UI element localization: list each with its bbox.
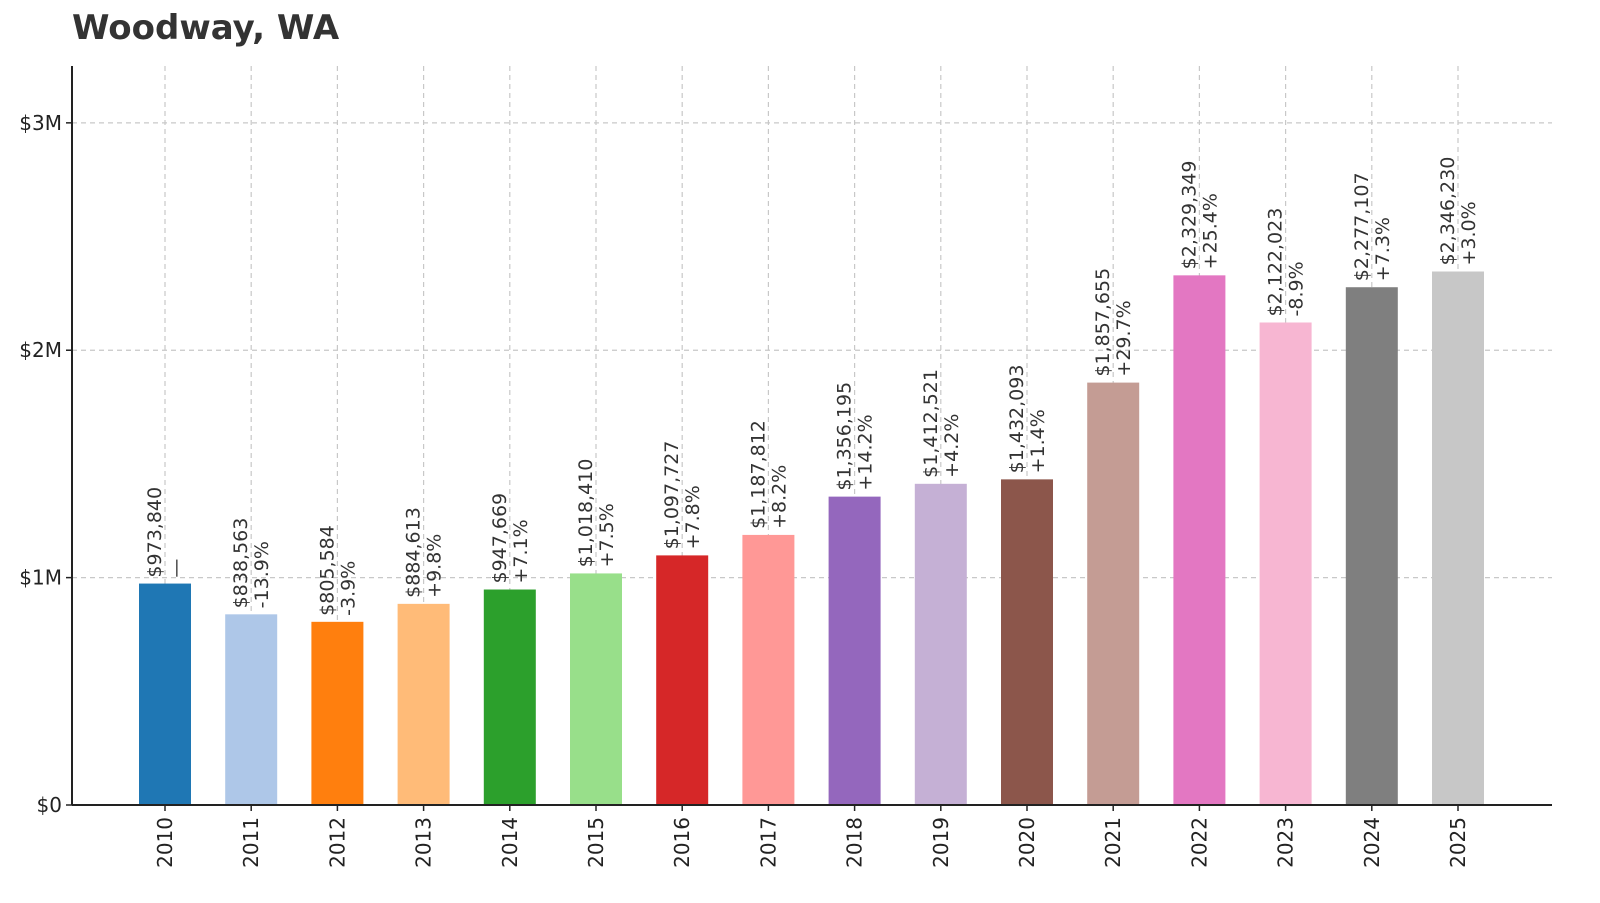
y-tick-label: $1M [19,566,62,590]
x-tick-label: 2025 [1446,817,1470,868]
bar-change-label: +4.2% [941,414,963,478]
x-tick-label: 2012 [325,817,349,868]
bar-labels: $973,840— $838,563 -13.9% $805,584 -3.9% $884… [144,157,1480,616]
bar-2015 [570,573,622,805]
bar-2023 [1259,322,1312,805]
bar-change-label: +7.5% [596,503,618,567]
bar-value-label: $884,613 [403,507,425,598]
bar-value-label: $805,584 [316,525,338,616]
bar-value-label: $1,097,727 [661,441,683,550]
bar-2010 [139,583,191,805]
axes: $0 $1M $2M $3M 2010 2011 2012 2013 2014 2015 2016 2… [19,66,1552,868]
bar-value-label: $1,356,195 [834,382,856,491]
bar-change-label: -13.9% [251,541,273,608]
x-tick-label: 2024 [1360,817,1384,868]
bar-value-label: $1,412,521 [920,369,942,478]
y-tick-label: $2M [19,338,62,362]
y-tick-label: $3M [19,111,62,135]
bar-value-label: $1,018,410 [575,459,597,568]
x-tick-label: 2023 [1274,817,1298,868]
x-tick-label: 2018 [843,817,867,868]
bar-change-label: +14.2% [855,414,877,490]
bar-value-label: $973,840 [144,487,166,578]
bar-2021 [1087,382,1140,805]
bar-change-label: +9.8% [424,534,446,598]
bar-change-label: +7.1% [510,519,532,583]
bar-2016 [656,555,709,805]
bar-2013 [397,603,450,805]
bar-change-label: +1.4% [1027,409,1049,473]
bar-value-label: $2,346,230 [1437,157,1459,266]
bar-value-label: $947,669 [489,493,511,584]
bar-2022 [1173,275,1226,805]
bar-2011 [225,614,278,805]
bar-value-label: $2,122,023 [1265,208,1287,317]
bar-change-label: -3.9% [337,561,359,616]
bar-change-label: +7.8% [682,485,704,549]
x-tick-label: 2017 [756,817,780,868]
x-tick-label: 2010 [153,817,177,868]
x-tick-label: 2011 [239,817,263,868]
bar-change-label: +29.7% [1113,300,1135,376]
chart-title: Woodway, WA [72,8,340,48]
bar-2012 [311,621,364,805]
bar-change-label: — [165,559,187,578]
bar-2014 [483,589,536,805]
x-tick-label: 2014 [498,817,522,868]
bar-2024 [1345,287,1398,805]
x-tick-label: 2015 [584,817,608,868]
x-tick-label: 2021 [1101,817,1125,868]
x-tick-label: 2020 [1015,817,1039,868]
x-tick-label: 2013 [412,817,436,868]
bar-value-label: $1,187,812 [747,420,769,529]
bar-2020 [1001,479,1053,805]
bar-value-label: $2,329,349 [1178,161,1200,270]
bar-2017 [742,534,795,805]
x-tick-label: 2019 [929,817,953,868]
grid-lines [72,66,1552,805]
bar-value-label: $1,432,093 [1006,365,1028,474]
bar-2025 [1432,271,1484,805]
bar-change-label: +8.2% [768,465,790,529]
bar-change-label: +7.3% [1372,217,1394,281]
bars [139,271,1484,805]
bar-value-label: $1,857,655 [1092,268,1114,377]
bar-value-label: $2,277,107 [1351,172,1373,281]
bar-change-label: +3.0% [1458,201,1480,265]
x-tick-label: 2016 [670,817,694,868]
bar-2018 [828,496,881,805]
y-tick-label: $0 [37,793,62,817]
bar-change-label: -8.9% [1286,261,1308,316]
x-tick-label: 2022 [1187,817,1211,868]
bar-change-label: +25.4% [1199,193,1221,269]
bar-value-label: $838,563 [230,518,252,609]
bar-2019 [914,483,967,805]
